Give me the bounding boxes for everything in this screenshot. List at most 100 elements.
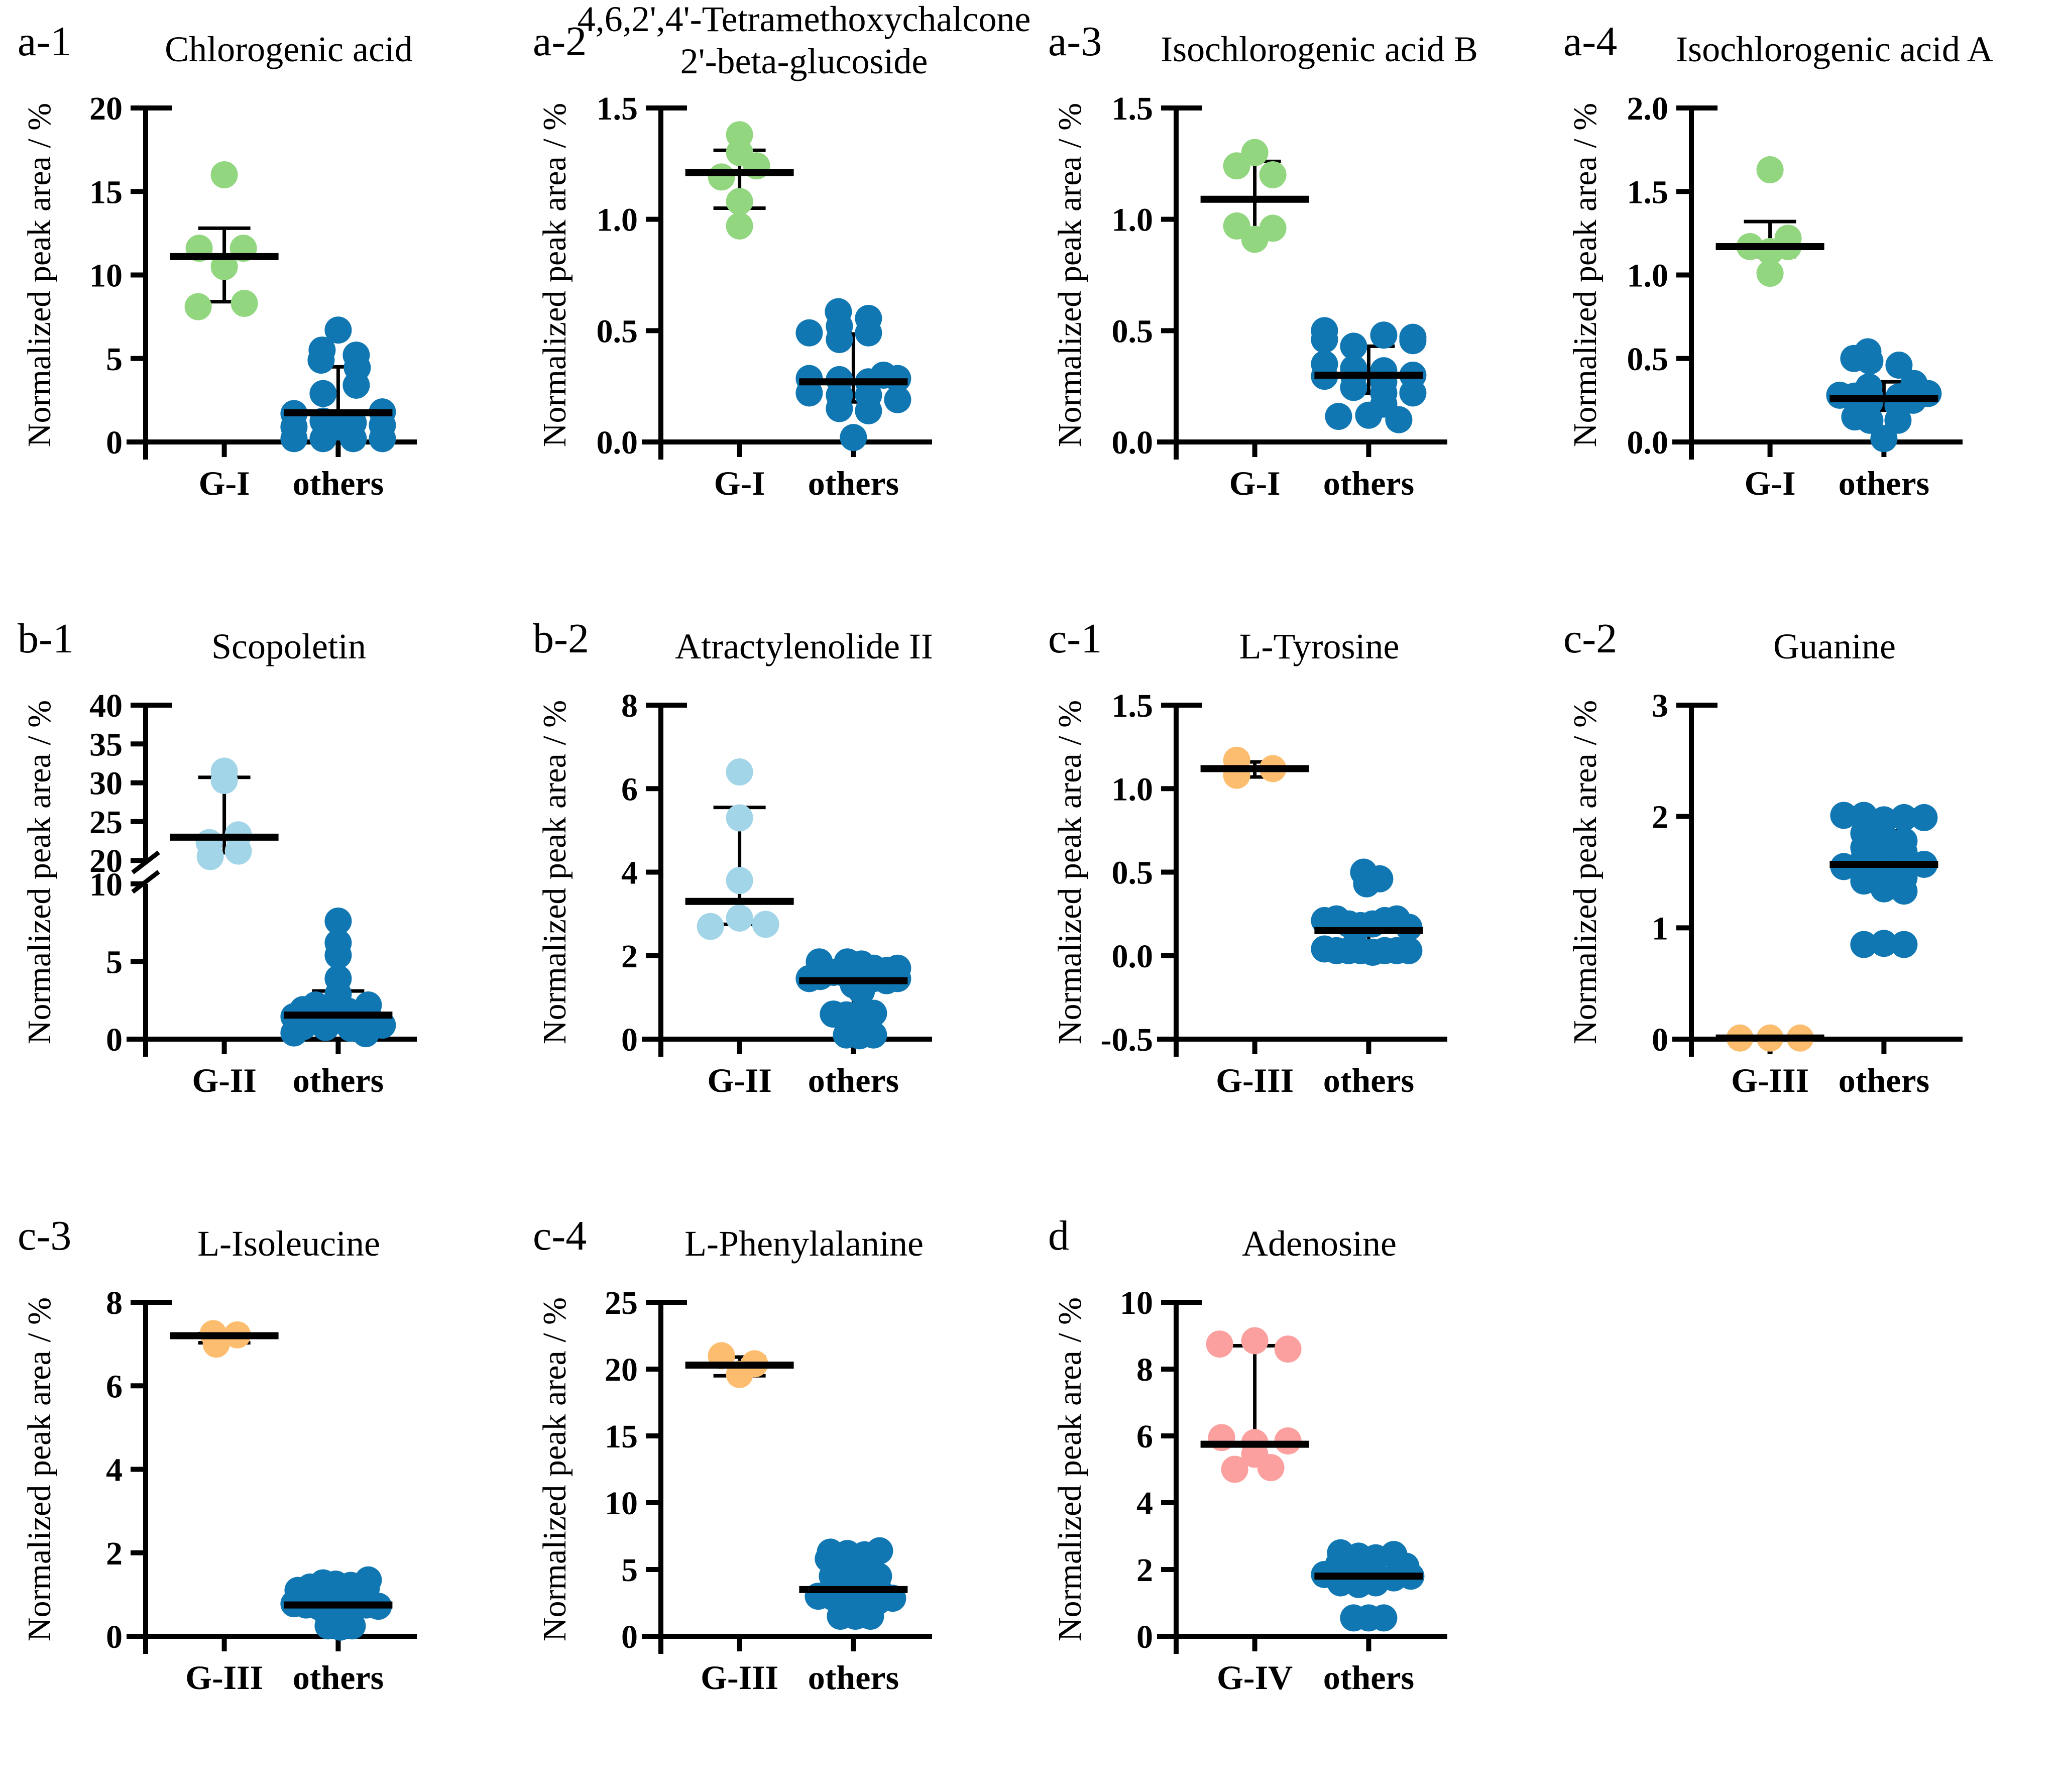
data-point: [1311, 326, 1338, 354]
data-point: [840, 424, 867, 452]
plot-title: L-Phenylalanine: [684, 1223, 924, 1264]
plot-title: Adenosine: [1242, 1223, 1397, 1264]
y-tick-label: 4: [106, 1452, 123, 1489]
data-point: [1241, 1327, 1269, 1355]
data-point: [848, 977, 875, 1005]
data-point: [309, 380, 337, 407]
data-point: [224, 837, 252, 865]
y-tick-label: 4: [621, 855, 638, 891]
data-point: [726, 904, 753, 932]
data-point: [231, 290, 258, 317]
y-tick-label: 6: [621, 771, 638, 808]
data-point: [184, 293, 212, 320]
y-tick-label: 15: [605, 1418, 638, 1455]
data-point: [826, 395, 853, 422]
y-axis-label: Normalized peak area / %: [1567, 700, 1603, 1044]
data-point: [726, 212, 753, 240]
y-tick-label: 0: [621, 1022, 638, 1058]
data-point: [1340, 332, 1367, 360]
y-tick-label: 1.5: [597, 90, 638, 127]
plot-title: Isochlorogenic acid B: [1161, 29, 1478, 69]
y-tick-label: 10: [89, 258, 123, 294]
data-point: [324, 942, 352, 969]
category-label: G-II: [707, 1061, 771, 1099]
data-point: [826, 326, 853, 354]
plot-title: Chlorogenic acid: [165, 29, 413, 69]
category-label: others: [808, 464, 899, 502]
scatter-plot: 0 2 4 6 8 10 d Adenosine Normalized peak area / …: [1048, 1212, 1447, 1697]
category-label: others: [1323, 1658, 1414, 1697]
data-point: [1370, 321, 1398, 349]
y-tick-label: 8: [621, 688, 638, 724]
y-axis-label: Normalized peak area / %: [536, 103, 573, 447]
data-point: [855, 319, 882, 347]
data-point: [1890, 804, 1918, 831]
data-point: [339, 425, 367, 453]
y-axis-label: Normalized peak area / %: [21, 700, 58, 1044]
data-point: [1274, 1335, 1302, 1363]
panel-label: d: [1048, 1212, 1069, 1259]
data-point: [210, 766, 238, 794]
panel-label: c-4: [533, 1212, 587, 1259]
scatter-plot: 0.0 0.5 1.0 1.5 a-24,6,2',4'-Tetramethoxycha…: [533, 0, 1030, 502]
y-tick-label: 3: [1652, 688, 1668, 724]
plot-cell-c-4: 0 5 10 15 20 25 c-4 L-Phenylalanine Normalized p…: [515, 1194, 1030, 1791]
y-tick-label: 10: [605, 1485, 638, 1522]
y-tick-label: -0.5: [1101, 1022, 1153, 1058]
data-point: [1756, 260, 1784, 287]
scatter-plot: 0.0 0.5 1.0 1.5 2.0 a-4 Isochlorogenic acid A N…: [1563, 18, 1993, 502]
panel-label: b-1: [18, 615, 74, 662]
y-tick-label: 6: [106, 1368, 123, 1405]
data-point: [1870, 425, 1898, 453]
plot-cell-b-2: 0 2 4 6 8 b-2 Atractylenolide II Normalized pea…: [515, 597, 1030, 1194]
data-point: [1259, 161, 1287, 188]
y-axis-label: Normalized peak area / %: [1052, 700, 1088, 1044]
data-point: [1870, 930, 1898, 957]
data-point: [324, 907, 352, 935]
data-point: [708, 163, 735, 191]
y-tick-label: 0.5: [597, 313, 638, 350]
y-tick-label: 4: [1136, 1485, 1153, 1522]
scatter-plot: 0 5 10 15 20 25 c-4 L-Phenylalanine Normalized p…: [533, 1212, 932, 1697]
y-axis-label: Normalized peak area / %: [1052, 1297, 1088, 1641]
y-axis-label: Normalized peak area / %: [1052, 103, 1088, 447]
data-point: [860, 1021, 887, 1049]
category-label: others: [808, 1658, 899, 1697]
category-label: G-III: [701, 1658, 778, 1697]
y-tick-label: 1.0: [1112, 202, 1154, 239]
y-tick-label: 0: [1136, 1619, 1153, 1655]
data-point: [860, 999, 887, 1027]
data-point: [280, 425, 308, 453]
y-tick-label: 20: [89, 843, 123, 879]
panel-label: c-2: [1563, 615, 1617, 662]
category-label: G-III: [1216, 1061, 1294, 1099]
data-point: [726, 804, 753, 832]
plot-title: L-Isoleucine: [197, 1223, 380, 1264]
plot-cell-c-2: 0 1 2 3 c-2 Guanine Normalized peak area / % G-…: [1546, 597, 2061, 1194]
plot-title: Isochlorogenic acid A: [1676, 29, 1993, 69]
y-tick-label: 1.5: [1627, 174, 1669, 210]
data-point: [795, 379, 823, 407]
y-axis-label: Normalized peak area / %: [536, 700, 573, 1044]
data-point: [1856, 406, 1884, 434]
y-tick-label: 1: [1652, 910, 1668, 947]
data-point: [752, 911, 779, 938]
y-tick-label: 40: [89, 688, 123, 724]
y-tick-label: 1.0: [1112, 771, 1154, 808]
y-tick-label: 0.0: [1112, 938, 1154, 975]
plot-cell-c-3: 0 2 4 6 8 c-3 L-Isoleucine Normalized peak area…: [0, 1194, 515, 1791]
y-tick-label: 30: [89, 765, 123, 802]
data-point: [726, 188, 753, 215]
data-point: [307, 347, 335, 374]
data-point: [342, 371, 370, 399]
category-label: G-I: [1745, 464, 1796, 502]
data-point: [1340, 374, 1367, 401]
category-label: G-III: [185, 1658, 263, 1697]
plot-cell-b-1: 0 5 10 20 25 30 35 40 b-1 Scopoletin Normalized pe…: [0, 597, 515, 1194]
data-point: [1830, 802, 1858, 829]
category-label: others: [293, 464, 384, 502]
y-tick-label: 15: [89, 174, 123, 210]
data-point: [726, 867, 753, 894]
y-tick-label: 1.0: [1627, 258, 1669, 294]
